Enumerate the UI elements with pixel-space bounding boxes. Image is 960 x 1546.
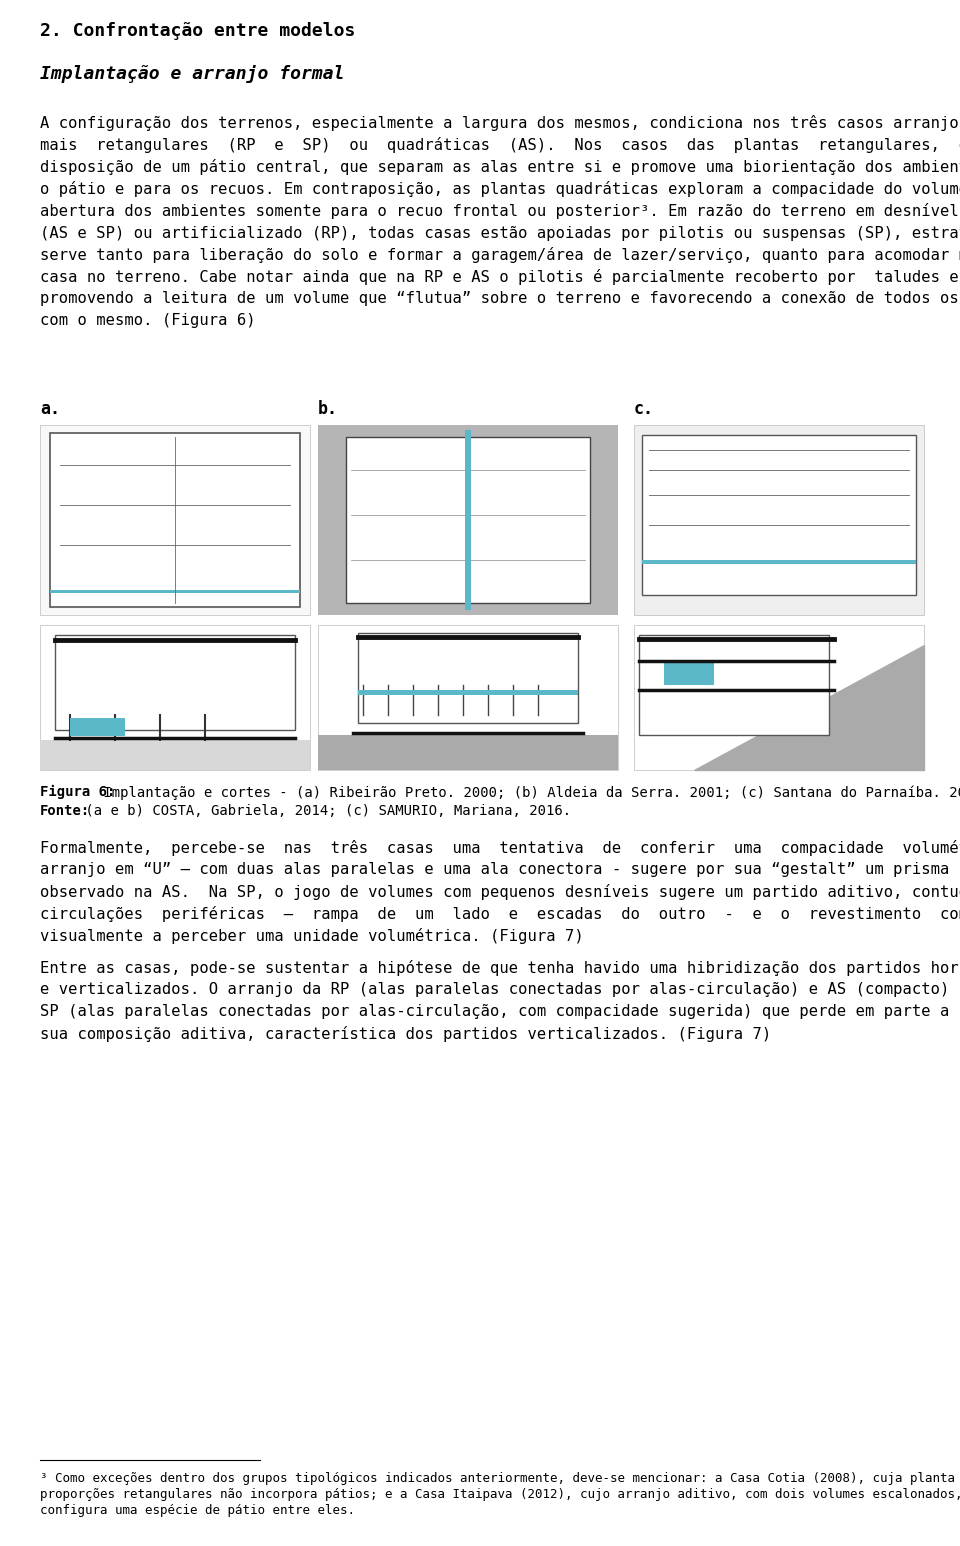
Bar: [634, 625, 924, 770]
Bar: [55, 635, 295, 730]
Text: a.: a.: [40, 400, 60, 417]
Text: Figura 6:: Figura 6:: [40, 785, 115, 799]
Text: b.: b.: [318, 400, 338, 417]
Text: casa no terreno. Cabe notar ainda que na RP e AS o pilotis é parcialmente recobe: casa no terreno. Cabe notar ainda que na…: [40, 269, 960, 284]
Text: arranjo em “U” – com duas alas paralelas e uma ala conectora - sugere por sua “g: arranjo em “U” – com duas alas paralelas…: [40, 863, 960, 877]
Text: (a e b) COSTA, Gabriela, 2014; (c) SAMURIO, Mariana, 2016.: (a e b) COSTA, Gabriela, 2014; (c) SAMUR…: [77, 804, 571, 818]
Bar: [40, 741, 310, 770]
Bar: [50, 433, 300, 608]
Bar: [318, 625, 618, 770]
Bar: [358, 690, 578, 696]
Text: com o mesmo. (Figura 6): com o mesmo. (Figura 6): [40, 312, 255, 328]
Bar: [40, 425, 310, 615]
Text: serve tanto para liberação do solo e formar a garagem/área de lazer/serviço, qua: serve tanto para liberação do solo e for…: [40, 247, 960, 263]
Text: e verticalizados. O arranjo da RP (alas paralelas conectadas por alas-circulação: e verticalizados. O arranjo da RP (alas …: [40, 982, 960, 997]
Bar: [346, 438, 590, 603]
Text: disposição de um pátio central, que separam as alas entre si e promove uma biori: disposição de um pátio central, que sepa…: [40, 159, 960, 175]
Text: Fonte:: Fonte:: [40, 804, 90, 818]
Polygon shape: [694, 645, 924, 770]
Text: sua composição aditiva, característica dos partidos verticalizados. (Figura 7): sua composição aditiva, característica d…: [40, 1027, 771, 1042]
Bar: [318, 734, 618, 770]
Text: ³ Como exceções dentro dos grupos tipológicos indicados anteriormente, deve-se m: ³ Como exceções dentro dos grupos tipoló…: [40, 1472, 960, 1486]
Text: Formalmente,  percebe-se  nas  três  casas  uma  tentativa  de  conferir  uma  c: Formalmente, percebe-se nas três casas u…: [40, 839, 960, 856]
Bar: [70, 717, 125, 736]
Bar: [465, 430, 471, 611]
Text: observado na AS.  Na SP, o jogo de volumes com pequenos desníveis sugere um part: observado na AS. Na SP, o jogo de volume…: [40, 884, 960, 900]
Text: promovendo a leitura de um volume que “flutua” sobre o terreno e favorecendo a c: promovendo a leitura de um volume que “f…: [40, 291, 960, 306]
Text: c.: c.: [634, 400, 654, 417]
Bar: [642, 434, 916, 595]
Text: Implantação e cortes - (a) Ribeirão Preto. 2000; (b) Aldeia da Serra. 2001; (c) : Implantação e cortes - (a) Ribeirão Pret…: [95, 785, 960, 799]
Text: Entre as casas, pode-se sustentar a hipótese de que tenha havido uma hibridizaçã: Entre as casas, pode-se sustentar a hipó…: [40, 960, 960, 976]
Bar: [318, 425, 618, 615]
Bar: [358, 632, 578, 724]
Text: Implantação e arranjo formal: Implantação e arranjo formal: [40, 65, 345, 83]
Bar: [642, 560, 916, 564]
Bar: [50, 591, 300, 594]
Text: abertura dos ambientes somente para o recuo frontal ou posterior³. Em razão do t: abertura dos ambientes somente para o re…: [40, 203, 960, 220]
Text: A configuração dos terrenos, especialmente a largura dos mesmos, condiciona nos : A configuração dos terrenos, especialmen…: [40, 114, 960, 131]
Text: mais  retangulares  (RP  e  SP)  ou  quadráticas  (AS).  Nos  casos  das  planta: mais retangulares (RP e SP) ou quadrátic…: [40, 138, 960, 153]
Bar: [40, 625, 310, 770]
Bar: [664, 663, 714, 685]
Text: configura uma espécie de pátio entre eles.: configura uma espécie de pátio entre ele…: [40, 1504, 355, 1517]
Text: (AS e SP) ou artificializado (RP), todas casas estão apoiadas por pilotis ou sus: (AS e SP) ou artificializado (RP), todas…: [40, 226, 960, 241]
Text: visualmente a perceber uma unidade volumétrica. (Figura 7): visualmente a perceber uma unidade volum…: [40, 928, 584, 945]
Text: circulações  periféricas  –  rampa  de  um  lado  e  escadas  do  outro  -  e  o: circulações periféricas – rampa de um la…: [40, 906, 960, 921]
Bar: [639, 635, 829, 734]
Text: o pátio e para os recuos. Em contraposição, as plantas quadráticas exploram a co: o pátio e para os recuos. Em contraposiç…: [40, 181, 960, 196]
Text: SP (alas paralelas conectadas por alas-circulação, com compacidade sugerida) que: SP (alas paralelas conectadas por alas-c…: [40, 1003, 960, 1019]
Text: proporções retangulares não incorpora pátios; e a Casa Itaipava (2012), cujo arr: proporções retangulares não incorpora pá…: [40, 1487, 960, 1501]
Bar: [634, 425, 924, 615]
Text: 2. Confrontação entre modelos: 2. Confrontação entre modelos: [40, 22, 355, 40]
